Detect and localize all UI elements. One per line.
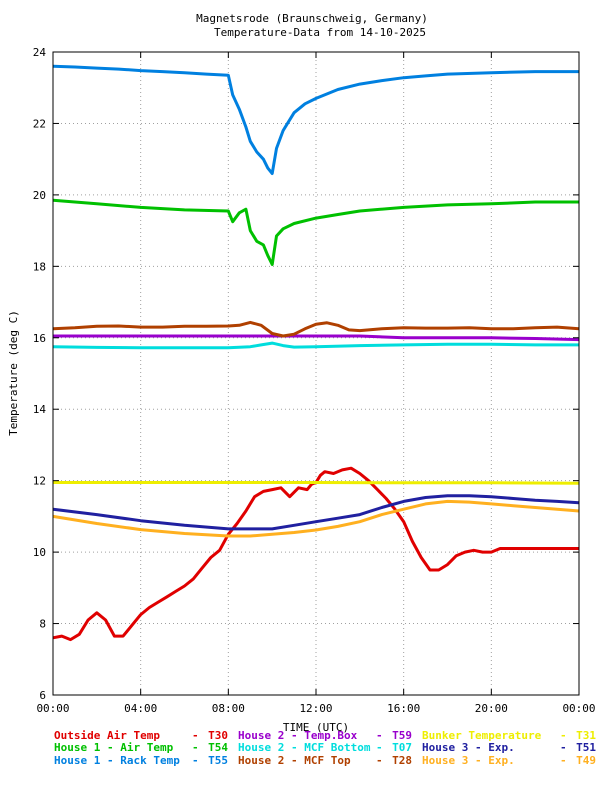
series-line-t51 xyxy=(52,494,580,531)
y-axis-label: Temperature (deg C) xyxy=(7,310,20,436)
legend-dash: - xyxy=(192,754,199,767)
legend-item-t51: House 3 - Exp. - T51 xyxy=(422,741,596,754)
legend-code: T54 xyxy=(208,741,228,754)
series-line-t55 xyxy=(52,64,579,175)
y-tick-label: 14 xyxy=(33,403,47,416)
legend-code: T07 xyxy=(392,741,412,754)
series-line-t59 xyxy=(53,334,580,342)
legend-dash: - xyxy=(376,754,383,767)
legend-dash: - xyxy=(560,741,567,754)
axis-ticks: 6 8 10 12 14 16 18 20 22 24 00:00 04:00 08:00 12:00 16… xyxy=(33,46,596,715)
series-line-t54 xyxy=(52,198,579,266)
y-tick-label: 22 xyxy=(33,117,46,130)
legend-code: T59 xyxy=(392,729,412,742)
legend-code: T30 xyxy=(208,729,228,742)
y-tick-label: 6 xyxy=(39,689,46,702)
y-tick-label: 12 xyxy=(33,475,46,488)
y-tick-label: 24 xyxy=(33,46,47,59)
series-line-t28 xyxy=(52,320,580,338)
legend-dash: - xyxy=(376,729,383,742)
legend-dash: - xyxy=(376,741,383,754)
legend-code: T51 xyxy=(576,741,596,754)
y-tick-label: 18 xyxy=(33,260,46,273)
grid-lines xyxy=(53,52,579,695)
legend-dash: - xyxy=(560,729,567,742)
x-tick-label: 04:00 xyxy=(124,702,157,715)
legend-code: T55 xyxy=(208,754,228,767)
legend-item-t07: House 2 - MCF Bottom - T07 xyxy=(238,741,412,754)
legend-dash: - xyxy=(192,729,199,742)
legend-label: Outside Air Temp xyxy=(54,729,160,742)
legend-item-t59: House 2 - Temp.Box - T59 xyxy=(238,729,412,742)
legend-code: T28 xyxy=(392,754,412,767)
legend-label: House 3 - Exp. xyxy=(422,754,515,767)
legend-code: T49 xyxy=(576,754,596,767)
legend-label: Bunker Temperature xyxy=(422,729,542,742)
legend-label: House 3 - Exp. xyxy=(422,741,515,754)
legend-label: House 2 - MCF Top xyxy=(238,754,351,767)
legend-dash: - xyxy=(560,754,567,767)
chart-subtitle: Temperature-Data from 14-10-2025 xyxy=(214,26,426,39)
x-axis-label: TIME (UTC) xyxy=(283,721,349,734)
legend-label: House 1 - Air Temp xyxy=(54,741,174,754)
y-tick-label: 20 xyxy=(33,189,46,202)
series-line-t30 xyxy=(52,466,579,642)
legend-label: House 2 - MCF Bottom xyxy=(238,741,371,754)
x-tick-label: 16:00 xyxy=(387,702,420,715)
x-tick-label: 00:00 xyxy=(36,702,69,715)
x-tick-label: 00:00 xyxy=(562,702,595,715)
legend-label: House 2 - Temp.Box xyxy=(238,729,358,742)
y-tick-label: 8 xyxy=(39,618,46,631)
chart-title: Magnetsrode (Braunschweig, Germany) xyxy=(196,12,428,25)
legend-item-t49: House 3 - Exp. - T49 xyxy=(422,754,596,767)
legend-item-t28: House 2 - MCF Top - T28 xyxy=(238,754,412,767)
legend-item-t31: Bunker Temperature - T31 xyxy=(422,729,596,742)
x-tick-label: 08:00 xyxy=(212,702,245,715)
legend-item-t30: Outside Air Temp - T30 xyxy=(54,729,228,742)
series-lines xyxy=(52,64,580,642)
series-line-t49 xyxy=(52,499,580,538)
legend-item-t54: House 1 - Air Temp - T54 xyxy=(54,741,228,754)
series-line-t07 xyxy=(52,341,579,350)
x-tick-label: 12:00 xyxy=(299,702,332,715)
y-tick-label: 16 xyxy=(33,332,46,345)
x-tick-label: 20:00 xyxy=(475,702,508,715)
legend-item-t55: House 1 - Rack Temp - T55 xyxy=(54,754,228,767)
y-tick-label: 10 xyxy=(33,546,46,559)
legend-code: T31 xyxy=(576,729,596,742)
series-line-t31 xyxy=(53,481,580,485)
legend-dash: - xyxy=(192,741,199,754)
legend-label: House 1 - Rack Temp xyxy=(54,754,180,767)
